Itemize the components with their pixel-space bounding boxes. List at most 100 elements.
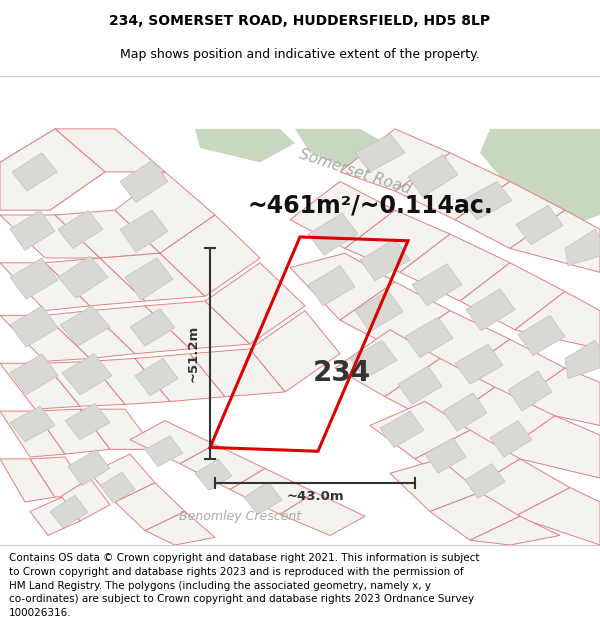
- Polygon shape: [425, 438, 466, 473]
- Polygon shape: [443, 393, 487, 431]
- Text: ~51.2m: ~51.2m: [187, 325, 200, 382]
- Text: Benomley Crescent: Benomley Crescent: [179, 510, 301, 522]
- Polygon shape: [0, 363, 80, 409]
- Polygon shape: [60, 306, 110, 346]
- Polygon shape: [45, 361, 125, 406]
- Polygon shape: [465, 459, 570, 516]
- Polygon shape: [466, 289, 515, 331]
- Polygon shape: [515, 291, 600, 349]
- Polygon shape: [244, 482, 282, 514]
- Polygon shape: [440, 387, 555, 454]
- Polygon shape: [100, 472, 135, 503]
- Polygon shape: [135, 354, 225, 401]
- Polygon shape: [465, 464, 505, 498]
- Text: to Crown copyright and database rights 2023 and is reproduced with the permissio: to Crown copyright and database rights 2…: [9, 567, 464, 577]
- Polygon shape: [60, 129, 600, 291]
- Polygon shape: [480, 129, 600, 229]
- Polygon shape: [55, 210, 160, 258]
- Polygon shape: [380, 411, 424, 447]
- Polygon shape: [510, 368, 600, 426]
- Polygon shape: [58, 256, 108, 298]
- Polygon shape: [30, 497, 80, 536]
- Polygon shape: [100, 253, 205, 301]
- Polygon shape: [120, 210, 168, 252]
- Polygon shape: [145, 436, 183, 466]
- Polygon shape: [430, 492, 520, 540]
- Polygon shape: [0, 262, 90, 311]
- Polygon shape: [395, 152, 510, 220]
- Polygon shape: [205, 262, 305, 344]
- Polygon shape: [460, 262, 565, 330]
- Text: co-ordinates) are subject to Crown copyright and database rights 2023 Ordnance S: co-ordinates) are subject to Crown copyr…: [9, 594, 474, 604]
- Polygon shape: [10, 406, 55, 442]
- Polygon shape: [0, 459, 55, 502]
- Polygon shape: [308, 266, 355, 306]
- Text: ~43.0m: ~43.0m: [286, 491, 344, 504]
- Text: 234: 234: [313, 359, 371, 387]
- Polygon shape: [145, 511, 215, 545]
- Polygon shape: [355, 134, 405, 172]
- Polygon shape: [398, 366, 442, 404]
- Text: ~461m²/~0.114ac.: ~461m²/~0.114ac.: [247, 193, 493, 218]
- Polygon shape: [135, 359, 178, 396]
- Polygon shape: [0, 129, 105, 210]
- Polygon shape: [195, 459, 232, 491]
- Polygon shape: [340, 282, 450, 349]
- Polygon shape: [0, 129, 105, 210]
- Polygon shape: [0, 411, 65, 457]
- Polygon shape: [90, 454, 155, 502]
- Polygon shape: [518, 316, 565, 356]
- Polygon shape: [415, 430, 520, 492]
- Polygon shape: [10, 210, 55, 251]
- Polygon shape: [62, 354, 112, 395]
- Polygon shape: [490, 421, 532, 457]
- Polygon shape: [90, 359, 170, 404]
- Polygon shape: [412, 264, 462, 306]
- Polygon shape: [455, 181, 565, 249]
- Polygon shape: [308, 213, 358, 255]
- Polygon shape: [130, 309, 175, 346]
- Polygon shape: [50, 495, 88, 528]
- Polygon shape: [295, 129, 420, 186]
- Text: 234, SOMERSET ROAD, HUDDERSFIELD, HD5 8LP: 234, SOMERSET ROAD, HUDDERSFIELD, HD5 8L…: [109, 14, 491, 28]
- Polygon shape: [500, 416, 600, 478]
- Polygon shape: [515, 488, 600, 545]
- Polygon shape: [400, 234, 510, 301]
- Polygon shape: [58, 210, 103, 249]
- Polygon shape: [68, 449, 110, 486]
- Polygon shape: [125, 258, 173, 300]
- Polygon shape: [60, 478, 110, 521]
- Polygon shape: [335, 330, 440, 397]
- Polygon shape: [10, 354, 58, 395]
- Polygon shape: [160, 215, 260, 296]
- Polygon shape: [45, 258, 145, 306]
- Polygon shape: [565, 229, 600, 266]
- Polygon shape: [345, 210, 450, 272]
- Polygon shape: [455, 344, 503, 384]
- Polygon shape: [395, 311, 510, 378]
- Polygon shape: [80, 409, 155, 449]
- Polygon shape: [355, 291, 403, 332]
- Polygon shape: [230, 469, 315, 514]
- Polygon shape: [90, 306, 190, 354]
- Polygon shape: [455, 339, 565, 406]
- Polygon shape: [195, 129, 295, 162]
- Polygon shape: [12, 152, 57, 191]
- Polygon shape: [76, 378, 504, 535]
- Polygon shape: [508, 371, 552, 411]
- Polygon shape: [340, 129, 450, 191]
- Polygon shape: [360, 239, 410, 281]
- Text: Map shows position and indicative extent of the property.: Map shows position and indicative extent…: [120, 48, 480, 61]
- Polygon shape: [350, 340, 397, 379]
- Polygon shape: [190, 349, 285, 397]
- Polygon shape: [565, 340, 600, 379]
- Polygon shape: [405, 318, 453, 357]
- Polygon shape: [370, 401, 470, 459]
- Polygon shape: [516, 206, 563, 244]
- Polygon shape: [250, 311, 340, 392]
- Polygon shape: [115, 483, 185, 531]
- Polygon shape: [45, 311, 135, 359]
- Polygon shape: [408, 155, 458, 197]
- Polygon shape: [35, 409, 110, 454]
- Polygon shape: [470, 516, 560, 545]
